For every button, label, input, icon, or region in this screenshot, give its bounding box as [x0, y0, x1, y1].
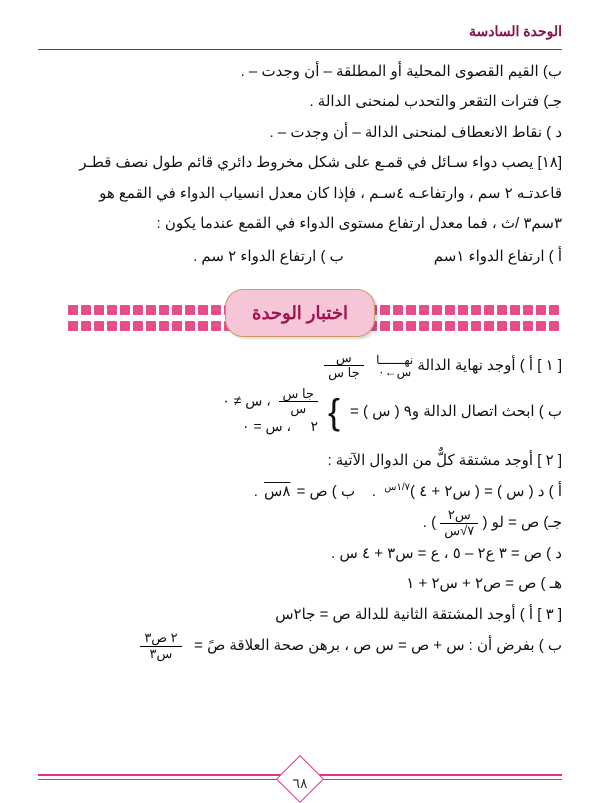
case1-frac: جا س س [279, 387, 318, 417]
q2a-text: أ ) د ( س ) = ( س٢ + ٤ ) [410, 483, 562, 500]
case1-num: جا س [279, 387, 318, 402]
q2b-root: ٨س [262, 483, 292, 500]
q1b-row: ب ) ابحث اتصال الدالة و٩ ( س ) = } جا س … [38, 387, 562, 438]
q1b-text: ب ) ابحث اتصال الدالة و٩ ( س ) = [350, 398, 562, 427]
q18-choices: أ ) ارتفاع الدواء ١سم ب ) ارتفاع الدواء … [38, 243, 562, 272]
case2-cond: ، س = ٠ [242, 418, 291, 434]
header-rule [38, 49, 562, 50]
q3b-frac: ٢ ص٣ س٣ [140, 631, 181, 661]
q1a: [ ١ ] أ ) أوجد نهاية الدالة نهـــــــا س… [38, 351, 562, 381]
item-d: د ) نقاط الانعطاف لمنحنى الدالة – أن وجد… [38, 119, 562, 148]
q3b-den: س٣ [140, 647, 181, 661]
case1-den: س [279, 402, 318, 416]
q1a-num: س [324, 351, 363, 366]
q1a-den: جا س [324, 366, 363, 380]
q18-line3: ٣سم٣ /ث ، فما معدل ارتفاع مستوى الدواء ف… [38, 210, 562, 239]
ribbon-title: اختبار الوحدة [225, 289, 375, 337]
q2e: هـ ) ص = ص٢ + س٢ + ١ [38, 570, 562, 599]
q2c-den: ٧√س [440, 524, 478, 538]
q3b-text: ب ) بفرض أن : س + ص = س ص ، برهن صحة الع… [194, 637, 562, 654]
limit-notation: نهـــــــا س←٠ [376, 354, 413, 378]
lim-bot: س←٠ [378, 366, 411, 378]
q1a-text: [ ١ ] أ ) أوجد نهاية الدالة [413, 357, 562, 374]
q2c: جـ) ص = لو ( س٢ ٧√س ) . [38, 508, 562, 538]
q2c-text: جـ) ص = لو ( [482, 514, 562, 531]
q2a-exp: ١/٧س [384, 482, 410, 493]
case2-val: ٢ [310, 418, 318, 434]
q2c-num: س٢ [440, 508, 478, 523]
q18-choice-b: ب ) ارتفاع الدواء ٢ سم . [193, 243, 344, 272]
q3b: ب ) بفرض أن : س + ص = س ص ، برهن صحة الع… [38, 631, 562, 661]
unit-label: الوحدة السادسة [38, 18, 562, 45]
q18-line1: [١٨] يصب دواء سـائل في قمـع على شكل مخرو… [38, 149, 562, 178]
q2ab: أ ) د ( س ) = ( س٢ + ٤ )١/٧س . ب ) ص = ٨… [38, 478, 562, 507]
q2: [ ٢ ] أوجد مشتقة كلٌّ من الدوال الآتية : [38, 447, 562, 476]
q18-line2: قاعدتـه ٢ سم ، وارتفاعـه ٤سـم ، فإذا كان… [38, 180, 562, 209]
page-number: ٦٨ [292, 775, 307, 792]
brace-icon: } [328, 401, 340, 423]
q2b-text: ب ) ص = [292, 483, 355, 500]
section-ribbon: اختبار الوحدة [38, 285, 562, 335]
q3a: [ ٣ ] أ ) أوجد المشتقة الثانية للدالة ص … [38, 601, 562, 630]
q2c-frac: س٢ ٧√س [440, 508, 478, 538]
q1b-cases: جا س س ، س ≠ ٠ ٢ ، س = ٠ [222, 387, 318, 438]
item-b: ب) القيم القصوى المحلية أو المطلقة – أن … [38, 58, 562, 87]
q18-choice-a: أ ) ارتفاع الدواء ١سم [434, 243, 562, 272]
q2d: د ) ص = ٣ ع٢ – ٥ ، ع = س٣ + ٤ س . [38, 540, 562, 569]
item-c: جـ) فترات التقعر والتحدب لمنحنى الدالة . [38, 88, 562, 117]
q3b-num: ٢ ص٣ [140, 631, 181, 646]
q1a-fraction: س جا س [324, 351, 363, 381]
case1-cond: ، س ≠ ٠ [222, 392, 271, 408]
